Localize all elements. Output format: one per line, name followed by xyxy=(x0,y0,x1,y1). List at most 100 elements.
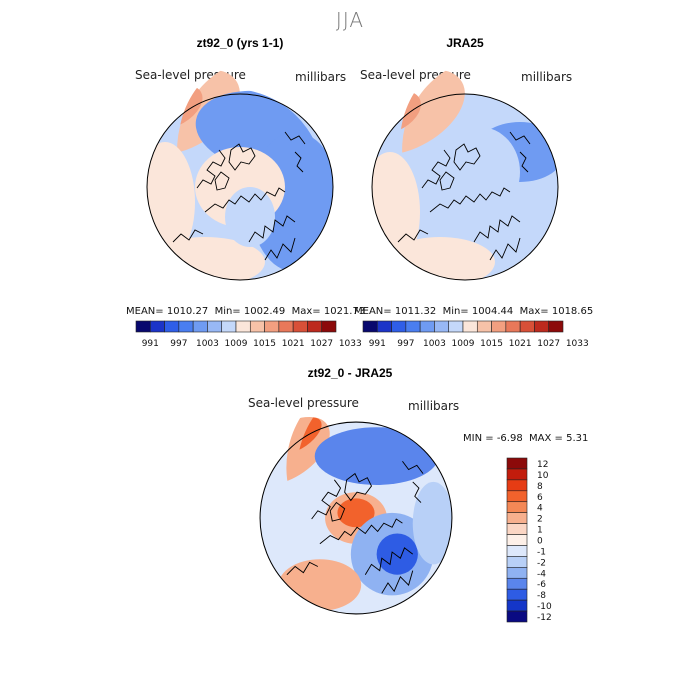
positive-anomaly-region xyxy=(278,559,362,611)
coastline xyxy=(429,187,511,213)
colorbar-swatch xyxy=(192,320,208,333)
colorbar-tick-label: 991 xyxy=(142,339,159,349)
colorbar-swatch xyxy=(221,320,237,333)
colorbar-tick-label: -2 xyxy=(537,558,546,568)
negative-anomaly-region xyxy=(314,427,439,485)
colorbar-swatch xyxy=(491,320,507,333)
colorbar-tick-label: 1009 xyxy=(225,339,248,349)
colorbar-tick-label: 1015 xyxy=(253,339,276,349)
positive-anomaly-core xyxy=(337,498,375,528)
colorbar-swatch xyxy=(235,320,251,333)
coastline xyxy=(264,237,296,261)
colorbar-swatch xyxy=(506,490,528,503)
colorbar-swatch xyxy=(506,523,528,535)
colorbar-swatch xyxy=(448,320,464,333)
panel2-min-label: Min= xyxy=(442,306,469,317)
panel3-max-label: MAX = xyxy=(529,433,563,444)
panel1-min-value: 1002.49 xyxy=(243,306,286,317)
coastline xyxy=(228,143,256,171)
coastline xyxy=(381,570,414,594)
panel2-stats: MEAN= 1011.32 Min= 1004.44 Max= 1018.65 xyxy=(354,306,593,317)
colorbar-swatch xyxy=(506,512,528,524)
coastline xyxy=(402,460,424,474)
colorbar-tick-label: -6 xyxy=(537,580,546,590)
coastline xyxy=(286,561,319,576)
near-mean-region xyxy=(440,127,520,217)
colorbar-tick-label: 1003 xyxy=(196,339,219,349)
panel3-title: zt92_0 - JRA25 xyxy=(307,366,393,380)
colorbar-swatch xyxy=(506,457,528,470)
colorbar-tick-label: 1033 xyxy=(339,339,362,349)
colorbar-tick-label: 1021 xyxy=(509,339,532,349)
colorbar-swatch xyxy=(506,577,528,590)
coastline xyxy=(172,229,204,243)
colorbar-tick-label: -12 xyxy=(537,613,552,623)
panel1-mean-label: MEAN= xyxy=(126,306,164,317)
colorbar-tick-label: 997 xyxy=(170,339,187,349)
coastline xyxy=(214,171,230,191)
colorbar-swatch xyxy=(278,320,294,333)
panel1-stats: MEAN= 1010.27 Min= 1002.49 Max= 1021.73 xyxy=(126,306,365,317)
colorbar-tick-label: 2 xyxy=(537,515,543,525)
panel1-colorbar: 991 997 1003 1009 1015 1021 1027 1033 xyxy=(135,320,362,349)
colorbar-tick-label: 1015 xyxy=(480,339,503,349)
colorbar-swatch xyxy=(506,534,528,546)
colorbar-swatch xyxy=(505,320,521,333)
coastline xyxy=(519,151,529,173)
panel1-title: zt92_0 (yrs 1-1) xyxy=(196,36,284,50)
panel3-min-value: -6.98 xyxy=(496,433,523,444)
colorbar-tick-label: 1027 xyxy=(537,339,560,349)
colorbar-swatch xyxy=(506,468,528,481)
colorbar-tick-label: 6 xyxy=(537,493,543,503)
coastline xyxy=(248,215,296,243)
coastline xyxy=(364,547,414,575)
negative-anomaly-region xyxy=(412,481,452,565)
panel2-units-label: millibars xyxy=(521,70,573,84)
colorbar-tick-label: 4 xyxy=(537,504,543,514)
coastline xyxy=(204,187,286,213)
colorbar-tick-label: 0 xyxy=(537,537,543,547)
panel1-mean-value: 1010.27 xyxy=(166,306,209,317)
coastline xyxy=(453,143,481,171)
panel1-max-value: 1021.73 xyxy=(323,306,366,317)
colorbar-swatch xyxy=(376,320,392,333)
colorbar-swatch xyxy=(506,501,528,513)
panel2-colorbar: 991 997 1003 1009 1015 1021 1027 1033 xyxy=(362,320,589,349)
coastline xyxy=(489,237,521,261)
panel2-min-value: 1004.44 xyxy=(471,306,514,317)
panel1-units-label: millibars xyxy=(295,70,347,84)
colorbar-swatch xyxy=(506,610,528,623)
panel3-units-label: millibars xyxy=(408,399,460,413)
colorbar-tick-label: 10 xyxy=(537,471,549,481)
panel3-max-value: 5.31 xyxy=(566,433,589,444)
colorbar-tick-label: 1009 xyxy=(452,339,475,349)
colorbar-swatch xyxy=(462,320,478,333)
colorbar-tick-label: 997 xyxy=(397,339,414,349)
coastline xyxy=(294,151,304,173)
colorbar-swatch xyxy=(548,320,564,333)
colorbar-tick-label: -1 xyxy=(537,547,546,557)
panel2-mean-value: 1011.32 xyxy=(394,306,437,317)
colorbar-swatch xyxy=(264,320,280,333)
panel2-title: JRA25 xyxy=(446,36,484,50)
colorbar-swatch xyxy=(519,320,535,333)
coastline xyxy=(329,501,346,522)
colorbar-swatch xyxy=(506,545,528,557)
colorbar-tick-label: 1003 xyxy=(423,339,446,349)
colorbar-tick-label: 1033 xyxy=(566,339,589,349)
colorbar-swatch xyxy=(164,320,180,333)
colorbar-swatch xyxy=(292,320,308,333)
colorbar-tick-label: 1021 xyxy=(282,339,305,349)
colorbar-swatch xyxy=(405,320,421,333)
colorbar-swatch xyxy=(362,320,378,333)
negative-anomaly-core xyxy=(376,533,418,575)
panel3-stats: MIN = -6.98 MAX = 5.31 xyxy=(463,433,588,444)
panel1-max-label: Max= xyxy=(291,306,321,317)
panel3-map xyxy=(248,416,453,615)
colorbar-swatch xyxy=(149,320,165,333)
coastline xyxy=(311,479,342,520)
colorbar-swatch xyxy=(534,320,550,333)
panel3-field-label: Sea-level pressure xyxy=(248,396,359,410)
coastline xyxy=(319,518,403,545)
